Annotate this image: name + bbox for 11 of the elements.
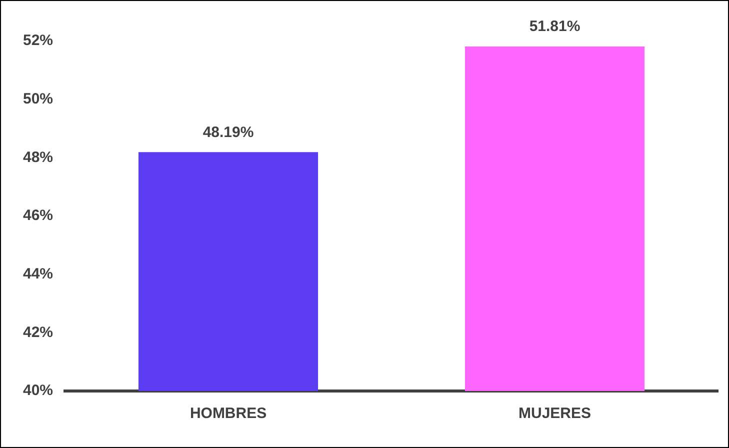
y-tick-label: 46% <box>22 207 54 224</box>
data-label: 48.19% <box>202 124 254 141</box>
y-tick-label: 44% <box>22 265 54 282</box>
y-tick-label: 50% <box>22 90 54 108</box>
data-label: 51.81% <box>529 18 580 36</box>
y-tick-label: 48% <box>22 148 54 166</box>
y-tick-label: 52% <box>22 32 54 50</box>
y-tick-label: 42% <box>22 324 54 341</box>
y-tick-label: 40% <box>22 382 54 400</box>
x-tick-label: MUJERES <box>518 405 592 422</box>
x-tick-label: HOMBRES <box>190 405 267 422</box>
